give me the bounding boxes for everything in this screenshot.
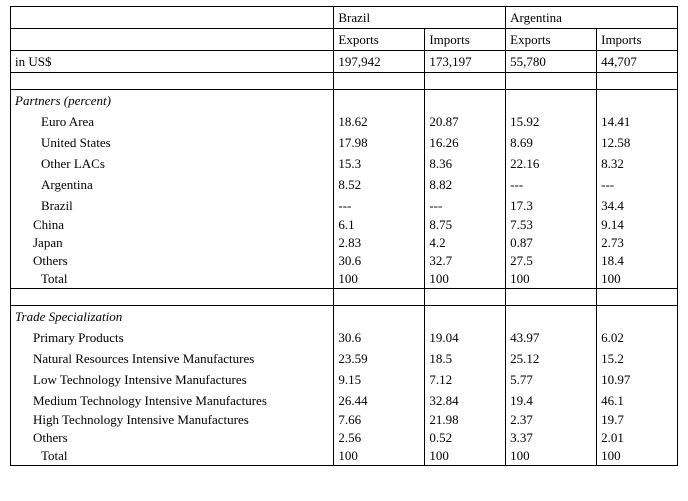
row-total1: Total100100100100	[11, 270, 678, 289]
label-euro: Euro Area	[11, 111, 334, 132]
trade-header-row: Trade Specialization	[11, 306, 678, 328]
row-others: Others30.632.727.518.4	[11, 252, 678, 270]
row-primary: Primary Products30.619.0443.976.02	[11, 327, 678, 348]
trade-table: Brazil Argentina Exports Imports Exports…	[10, 6, 678, 466]
label-hitech: High Technology Intensive Manufactures	[11, 411, 334, 429]
label-japan: Japan	[11, 234, 334, 252]
header-blank-2	[11, 29, 334, 51]
usd-a-exp: 55,780	[506, 51, 597, 73]
label-natres: Natural Resources Intensive Manufactures	[11, 348, 334, 369]
row-euro: Euro Area18.6220.8715.9214.41	[11, 111, 678, 132]
trade-header: Trade Specialization	[11, 306, 334, 328]
row-medtech: Medium Technology Intensive Manufactures…	[11, 390, 678, 411]
row-arg: Argentina8.528.82 --- ---	[11, 174, 678, 195]
row-hitech: High Technology Intensive Manufactures7.…	[11, 411, 678, 429]
usd-label: in US$	[11, 51, 334, 73]
label-medtech: Medium Technology Intensive Manufactures	[11, 390, 334, 411]
label-others: Others	[11, 252, 334, 270]
label-primary: Primary Products	[11, 327, 334, 348]
header-argentina: Argentina	[506, 7, 678, 29]
usd-b-imp: 173,197	[425, 51, 506, 73]
usd-a-imp: 44,707	[597, 51, 678, 73]
label-arg: Argentina	[11, 174, 334, 195]
partners-header-row: Partners (percent)	[11, 90, 678, 112]
row-us: United States17.9816.268.6912.58	[11, 132, 678, 153]
header-row-1: Brazil Argentina	[11, 7, 678, 29]
spacer-row	[11, 73, 678, 90]
label-others2: Others	[11, 429, 334, 447]
header-row-2: Exports Imports Exports Imports	[11, 29, 678, 51]
row-others2: Others2.560.523.372.01	[11, 429, 678, 447]
label-total2: Total	[11, 447, 334, 466]
label-us: United States	[11, 132, 334, 153]
label-lowtech: Low Technology Intensive Manufactures	[11, 369, 334, 390]
row-bra: Brazil --- ---17.334.4	[11, 195, 678, 216]
row-japan: Japan2.834.20.872.73	[11, 234, 678, 252]
header-a-imp: Imports	[597, 29, 678, 51]
label-total1: Total	[11, 270, 334, 289]
usd-row: in US$ 197,942 173,197 55,780 44,707	[11, 51, 678, 73]
header-a-exp: Exports	[506, 29, 597, 51]
label-bra: Brazil	[11, 195, 334, 216]
row-lowtech: Low Technology Intensive Manufactures9.1…	[11, 369, 678, 390]
header-b-imp: Imports	[425, 29, 506, 51]
row-lac: Other LACs15.38.3622.168.32	[11, 153, 678, 174]
label-china: China	[11, 216, 334, 234]
spacer-row-2	[11, 289, 678, 306]
row-china: China6.18.757.539.14	[11, 216, 678, 234]
header-brazil: Brazil	[334, 7, 506, 29]
header-b-exp: Exports	[334, 29, 425, 51]
partners-header: Partners (percent)	[11, 90, 334, 112]
header-blank	[11, 7, 334, 29]
row-natres: Natural Resources Intensive Manufactures…	[11, 348, 678, 369]
label-lac: Other LACs	[11, 153, 334, 174]
usd-b-exp: 197,942	[334, 51, 425, 73]
row-total2: Total100100100100	[11, 447, 678, 466]
